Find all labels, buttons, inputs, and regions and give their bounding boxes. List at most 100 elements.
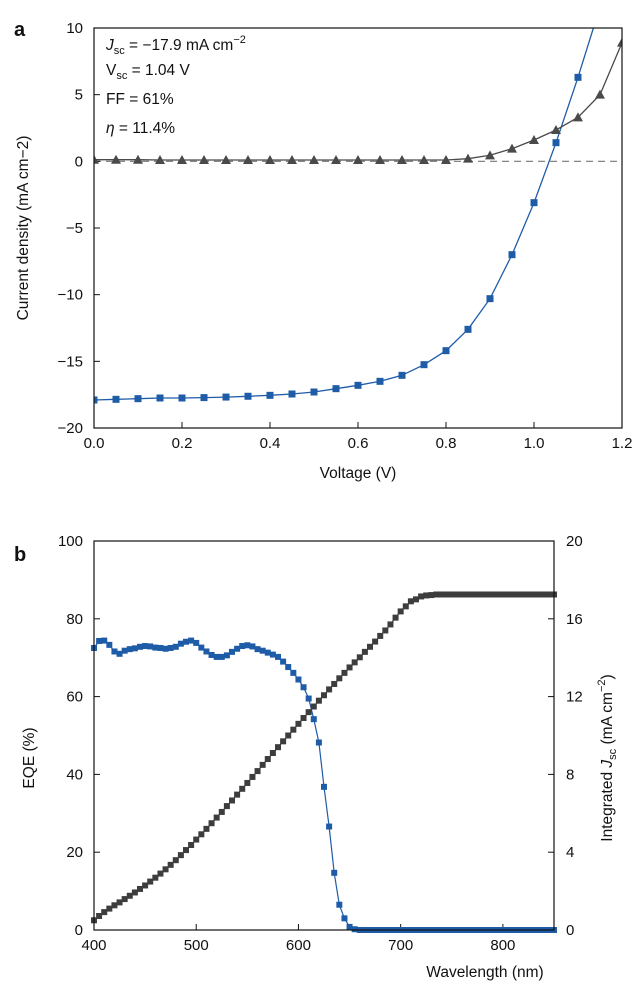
panel-a-dark-marker [573,112,583,122]
panel-a-dark-marker [529,135,539,144]
panel-a-dark-marker [309,155,319,164]
annotation-jsc-sub: sc [114,45,126,57]
panel-b-integrated-jsc-marker [121,896,128,903]
panel-a-dark-marker [551,125,561,134]
panel-b-eqe-marker [239,643,246,650]
panel-a-light-marker [486,295,494,303]
panel-b-integrated-jsc-marker [459,591,465,598]
panel-b-integrated-jsc-marker [234,791,241,798]
panel-b-eqe-marker [254,646,261,653]
panel-b-integrated-jsc-marker [407,598,414,605]
annotation-eta: η = 11.4% [106,120,175,137]
panel-b-eqe-marker [126,646,133,653]
panel-a-dark-marker [221,155,231,164]
panel-a-light-marker [574,73,582,81]
panel-a-light-marker [508,251,516,259]
panel-b-integrated-jsc-marker [157,870,164,877]
annotation-vsc: Vsc = 1.04 V [106,62,190,82]
panel-a-light-marker [332,385,340,393]
panel-b-eqe-marker [188,637,195,644]
panel-b-eqe-marker [101,637,108,644]
panel-b-integrated-jsc-marker [448,591,455,598]
panel-a-light-marker [420,361,428,369]
panel-b-right-y-axis-label: Integrated Jsc (mA cm−2) [596,674,619,841]
panel-b-integrated-jsc-marker [229,797,235,804]
panel-b-y-tick-label: 40 [66,766,83,783]
panel-b-integrated-jsc-marker [489,591,496,598]
panel-b-integrated-jsc-marker [428,592,435,599]
panel-a-x-tick-label: 0.2 [172,435,193,452]
panel-a-dark-marker [507,143,517,153]
panel-b-eqe-marker [249,643,256,650]
panel-b-integrated-jsc-marker [479,591,486,598]
panel-a-y-tick-label: −10 [58,287,83,304]
panel-b-integrated-jsc-marker [331,680,338,687]
panel-a-light-marker [222,393,230,401]
panel-b-integrated-jsc-marker [239,785,246,792]
panel-b-integrated-jsc-marker [336,675,343,682]
right-label-rest: (mA cm [599,692,616,749]
panel-b-eqe-marker [351,926,358,933]
panel-b-integrated-jsc-marker [535,591,542,598]
panel-a-dark-marker [617,37,622,47]
right-label-sup: −2 [596,679,608,692]
panel-b-eqe-marker [264,649,271,656]
panel-b-integrated-jsc-marker [295,720,302,727]
panel-b-integrated-jsc-marker [438,591,445,598]
panel-b-eqe: b Wavelength (nm) EQE (%) Integrated Jsc… [14,533,619,981]
panel-a-light-marker [398,371,406,379]
panel-b-integrated-jsc-marker [310,703,317,710]
panel-b-integrated-jsc-marker [208,820,215,827]
annotation-eta-value: = 11.4% [115,120,176,137]
panel-b-integrated-jsc-marker [96,912,103,919]
panel-b-integrated-jsc-marker [111,902,118,909]
panel-a-x-tick-label: 0.0 [84,435,105,452]
panel-a-light-marker [354,381,362,389]
panel-b-label: b [14,544,26,566]
panel-b-eqe-marker [331,869,338,876]
right-label-sub: sc [607,748,619,760]
panel-b-eqe-marker [346,923,353,930]
panel-b-integrated-jsc-marker [300,714,307,721]
panel-a-dark-marker [94,154,99,164]
panel-b-integrated-jsc-marker [254,768,261,775]
panel-b-eqe-marker [336,901,343,908]
panel-a-dark-marker [133,154,143,164]
panel-b-eqe-marker [147,643,154,650]
panel-b-right-y-tick-label: 4 [566,844,574,861]
panel-a-dark-marker [353,155,363,164]
panel-b-eqe-marker [116,650,123,657]
panel-b-y-tick-label: 60 [66,689,83,706]
panel-b-integrated-jsc-marker [269,750,276,757]
panel-b-right-y-tick-label: 20 [566,533,583,550]
panel-b-eqe-marker [310,716,317,723]
panel-b-eqe-marker [341,915,348,922]
panel-b-eqe-marker [315,739,322,746]
panel-a-light-marker [156,394,164,402]
panel-a-light-marker [376,377,384,385]
panel-b-integrated-jsc-marker [443,591,450,598]
panel-b-y-axis-label: EQE (%) [21,727,38,788]
panel-b-integrated-jsc-marker [341,669,348,676]
panel-a-dark-marker [243,155,253,164]
panel-b-eqe-marker [121,647,128,654]
annotation-jsc-value: = −17.9 mA cm [125,37,234,54]
panel-b-eqe-marker [285,664,292,671]
panel-a-dark-marker [265,155,275,164]
panel-b-y-tick-label: 100 [58,533,83,550]
panel-b-eqe-marker [142,643,149,650]
annotation-vsc-symbol: V [106,62,117,79]
panel-b-integrated-jsc-marker [213,814,220,821]
annotation-vsc-value: = 1.04 V [127,62,190,79]
panel-b-integrated-jsc-marker [474,591,481,598]
panel-b-integrated-jsc-marker [198,831,205,838]
annotation-jsc: Jsc = −17.9 mA cm−2 [105,34,246,57]
panel-b-integrated-jsc-marker [540,591,547,598]
panel-b-x-tick-label: 500 [184,937,209,954]
panel-b-integrated-jsc-marker [453,591,460,598]
panel-a-light-marker [552,139,560,147]
panel-a-curves [94,28,622,404]
panel-a-light-marker [310,388,318,396]
panel-b-integrated-jsc-marker [223,803,230,810]
right-label-italic: J [599,760,616,769]
